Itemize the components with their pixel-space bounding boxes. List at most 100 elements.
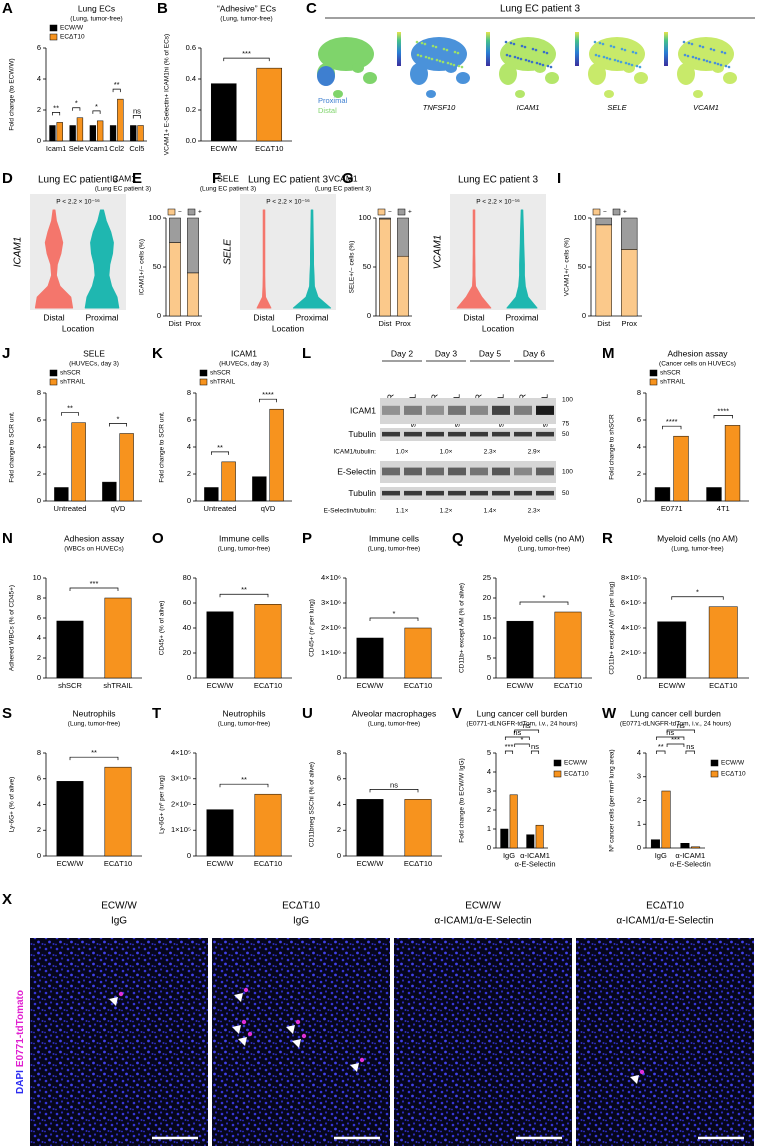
panel-letter: F: [212, 170, 221, 187]
panel-letter: X: [2, 891, 12, 908]
umap-dot: [698, 44, 702, 48]
umap-dot: [716, 62, 720, 66]
y-tick-label: 4: [487, 767, 491, 776]
panel-title: ICAM1: [110, 173, 136, 183]
umap-dot: [631, 50, 635, 54]
umap-dot: [635, 64, 639, 68]
bar: [119, 433, 134, 502]
y-tick-label: 100: [148, 213, 161, 222]
bar: [104, 766, 132, 857]
panel-letter: I: [557, 170, 561, 187]
y-tick-label: 4: [637, 442, 641, 451]
legend-label: shTRAIL: [60, 379, 86, 386]
umap-cluster: [723, 72, 737, 84]
x-tick-label: Prox: [185, 319, 201, 328]
umap-dot: [702, 58, 706, 62]
umap-dot: [620, 47, 624, 51]
y-axis-label: Nº cancer cells (per mm² lung area): [609, 749, 616, 851]
sig-label: *: [393, 609, 396, 618]
x-tick-label: qVD: [111, 504, 126, 513]
bar-segment: [595, 217, 612, 226]
sig-bracket: [223, 57, 270, 62]
umap-dot: [724, 64, 728, 68]
sig-bracket: [92, 110, 101, 114]
bar-segment: [379, 217, 391, 220]
blot-band: [426, 490, 444, 496]
row-label: Tubulin: [348, 429, 376, 439]
panel-title: Lung cancer cell burden: [477, 708, 568, 718]
x-axis-label: Location: [482, 323, 514, 333]
umap-dot: [542, 50, 546, 54]
mw-marker: 100: [562, 469, 573, 476]
violin: [256, 209, 272, 309]
panel-title: Adhesion assay: [667, 348, 728, 358]
umap-dot: [535, 61, 539, 65]
sig-label: *: [95, 102, 98, 111]
legend-swatch: [199, 369, 208, 377]
y-axis-label: VCAM1+/− cells (%): [564, 238, 571, 297]
panel-letter: T: [152, 705, 161, 722]
y-tick-label: 0.0: [186, 136, 196, 145]
x-tick-label: Icam1: [46, 144, 66, 153]
blot-band: [382, 405, 400, 415]
blot-band: [514, 405, 532, 415]
panel-title: Lung EC patient 3: [38, 175, 118, 186]
sig-label: ****: [262, 390, 274, 399]
y-tick-label: 50: [153, 262, 161, 271]
panel-subtitle: (Lung EC patient 3): [200, 186, 256, 193]
y-tick-label: 1: [487, 824, 491, 833]
umap-dot: [597, 54, 601, 58]
bar: [89, 125, 97, 142]
y-tick-label: 2×10⁶: [321, 623, 341, 632]
umap-dot: [630, 63, 634, 67]
sig-label: **: [53, 103, 59, 112]
umap-dot: [686, 54, 690, 58]
umap-dot: [713, 61, 717, 65]
y-axis-label: CD11b+ except AM (nº per lung): [609, 581, 616, 674]
umap-dot: [691, 55, 695, 59]
y-tick-label: 10: [483, 633, 491, 642]
umap-plot: [588, 37, 648, 98]
bar: [137, 125, 144, 142]
panel-letter: L: [302, 345, 311, 362]
panel-letter: N: [2, 530, 13, 547]
tumor-cell: [301, 1033, 307, 1039]
bar-segment: [397, 217, 409, 257]
panel-subtitle: (Lung EC patient 3): [95, 186, 151, 193]
sig-bracket: [132, 115, 141, 119]
y-axis-label: Ly-6G+ (nº per lung): [159, 775, 166, 834]
y-tick-label: 0: [37, 673, 41, 682]
panel-letter: S: [2, 705, 12, 722]
y-axis-label: Fold change (to ECW/W IgG): [459, 758, 466, 843]
sig-label: ns: [523, 721, 531, 730]
legend-swatch: [377, 208, 386, 216]
x-tick-label: Prox: [622, 319, 638, 328]
y-tick-label: 3×10⁵: [171, 774, 191, 783]
y-tick-label: 0: [157, 311, 161, 320]
panel-subtitle: (Lung, tumor-free): [220, 16, 272, 23]
legend-swatch: [397, 208, 406, 216]
y-tick-label: 6: [337, 774, 341, 783]
bar: [673, 435, 689, 502]
sig-bracket: [72, 107, 81, 111]
blot-band: [536, 431, 554, 437]
y-axis-label: SELE: [223, 239, 234, 265]
umap-dot: [638, 65, 642, 69]
p-value: P < 2.2 × 10⁻¹⁶: [56, 199, 100, 206]
micrograph: [576, 938, 754, 1146]
sig-label: ****: [717, 406, 729, 415]
umap-dot: [524, 58, 528, 62]
umap-dot: [697, 57, 701, 61]
sig-bracket: [656, 750, 666, 754]
y-tick-label: 6: [37, 774, 41, 783]
panel-title: Immune cells: [219, 533, 269, 543]
bar: [706, 487, 722, 502]
y-tick-label: 2: [337, 825, 341, 834]
y-tick-label: 2: [487, 805, 491, 814]
umap-dot: [523, 45, 527, 49]
legend-swatch: [649, 378, 658, 386]
blot-band: [470, 431, 488, 437]
x-tick-label: ECΔT10: [404, 681, 432, 690]
umap-dot: [601, 42, 605, 46]
umap-dot: [513, 55, 517, 59]
